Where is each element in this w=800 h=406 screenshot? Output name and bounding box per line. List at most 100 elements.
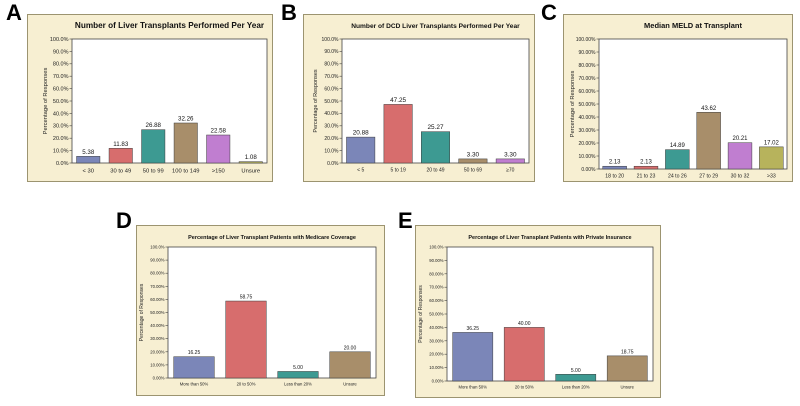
chart-title-d: Percentage of Liver Transplant Patients … — [188, 235, 356, 241]
y-tick-label: 100.0% — [429, 244, 443, 249]
panel-letter-b: B — [281, 0, 297, 25]
y-tick-label: 70.00% — [579, 76, 597, 82]
x-category-label: 30 to 32 — [731, 174, 750, 180]
bar — [141, 129, 166, 164]
panel-letter-d: D — [116, 208, 132, 233]
bar-value-label: 2.13 — [640, 160, 652, 166]
y-tick-label: 90.0% — [324, 49, 339, 55]
x-category-label: 24 to 26 — [668, 174, 687, 180]
chart-panel-a: Number of Liver Transplants Performed Pe… — [27, 14, 273, 182]
bar-value-label: 3.30 — [467, 151, 480, 158]
bar-value-label: 18.75 — [621, 349, 634, 355]
bar-value-label: 20.21 — [732, 136, 748, 142]
bar-value-label: 5.00 — [293, 365, 303, 371]
bar — [633, 165, 659, 170]
x-category-label: Less than 20% — [562, 385, 590, 390]
bar — [277, 371, 319, 379]
chart-panel-b: Number of DCD Liver Transplants Performe… — [303, 14, 535, 182]
x-category-label: Unsure — [621, 385, 635, 390]
y-tick-label: 50.00% — [579, 102, 597, 108]
y-tick-label: 60.00% — [429, 298, 443, 303]
y-axis-label-d: Percentage of Responses — [139, 283, 145, 341]
y-tick-label: 60.00% — [150, 297, 164, 302]
x-category-label: 20 to 49 — [426, 168, 444, 174]
bar-value-label: 25.27 — [428, 124, 444, 131]
panel-letter-a: A — [6, 0, 22, 25]
y-tick-label: 0.00% — [153, 375, 165, 380]
y-tick-label: 0.0% — [56, 161, 69, 167]
y-tick-label: 30.00% — [579, 128, 597, 134]
chart-title-c: Median MELD at Transplant — [644, 21, 742, 30]
bar-value-label: 17.02 — [764, 140, 780, 146]
bar — [76, 156, 101, 164]
bar — [727, 142, 753, 170]
bar-value-label: 26.88 — [146, 122, 162, 129]
y-tick-label: 60.0% — [324, 86, 339, 92]
bar-value-label: 32.26 — [178, 115, 194, 122]
plot-area-a — [71, 38, 268, 164]
y-tick-label: 80.0% — [324, 62, 339, 68]
x-category-label: 30 to 49 — [110, 168, 131, 174]
y-axis-label-c: Percentage of Responses — [570, 71, 576, 138]
x-category-label: Less than 20% — [284, 382, 312, 387]
bar — [452, 332, 494, 382]
y-tick-label: 30.00% — [429, 338, 443, 343]
bar — [329, 351, 371, 379]
y-tick-label: 50.00% — [150, 310, 164, 315]
x-category-label: More than 50% — [459, 385, 488, 390]
x-category-label: < 30 — [83, 168, 94, 174]
bar — [206, 134, 231, 164]
y-tick-label: 70.0% — [53, 74, 69, 80]
x-category-label: 27 to 29 — [699, 174, 718, 180]
bar — [238, 161, 263, 164]
bar — [759, 146, 784, 170]
y-tick-label: 90.00% — [579, 50, 597, 56]
chart-panel-d: Percentage of Liver Transplant Patients … — [136, 225, 385, 396]
y-tick-label: 20.0% — [53, 136, 69, 142]
y-tick-label: 100.0% — [150, 244, 164, 249]
plot-area-c — [598, 38, 788, 170]
y-tick-label: 70.0% — [324, 74, 339, 80]
y-tick-label: 0.00% — [581, 167, 596, 173]
y-tick-label: 30.0% — [53, 124, 69, 130]
y-tick-label: 10.00% — [429, 365, 443, 370]
bar — [383, 104, 413, 164]
x-category-label: 50 to 99 — [143, 168, 164, 174]
y-tick-label: 20.0% — [324, 136, 339, 142]
y-tick-label: 80.00% — [579, 63, 597, 69]
bar-value-label: 20.88 — [353, 130, 369, 137]
bar-value-label: 58.75 — [240, 295, 253, 301]
y-tick-label: 60.00% — [579, 89, 597, 95]
x-category-label: 20 to 50% — [515, 385, 534, 390]
bar — [173, 122, 198, 164]
y-tick-label: 80.0% — [53, 62, 69, 68]
x-category-label: 5 to 19 — [390, 168, 406, 174]
y-tick-label: 0.00% — [432, 378, 444, 383]
y-tick-label: 0.0% — [327, 161, 339, 167]
y-tick-label: 80.00% — [429, 271, 443, 276]
y-tick-label: 100.0% — [50, 37, 69, 43]
bar-value-label: 2.13 — [609, 160, 621, 166]
x-category-label: 20 to 50% — [237, 382, 256, 387]
bar-value-label: 22.58 — [211, 128, 227, 135]
bar-value-label: 3.30 — [504, 151, 517, 158]
bar — [421, 131, 450, 164]
bar — [458, 158, 488, 164]
chart-title-e: Percentage of Liver Transplant Patients … — [468, 235, 631, 241]
y-axis-label-b: Percentage of Responses — [313, 69, 319, 133]
bar — [555, 374, 597, 382]
y-tick-label: 20.00% — [429, 352, 443, 357]
y-tick-label: 70.00% — [150, 284, 164, 289]
bar-value-label: 11.83 — [113, 141, 129, 148]
y-tick-label: 80.00% — [150, 271, 164, 276]
bar-value-label: 40.00 — [518, 321, 531, 327]
bar — [225, 300, 267, 379]
x-category-label: More than 50% — [180, 382, 209, 387]
y-tick-label: 10.0% — [324, 148, 339, 154]
y-tick-label: 100.00% — [576, 37, 596, 43]
y-tick-label: 10.0% — [53, 149, 69, 155]
y-axis-label-a: Percentage of Responses — [43, 68, 49, 135]
bar — [173, 356, 215, 379]
y-tick-label: 90.00% — [150, 258, 164, 263]
bar-value-label: 16.25 — [188, 350, 201, 356]
